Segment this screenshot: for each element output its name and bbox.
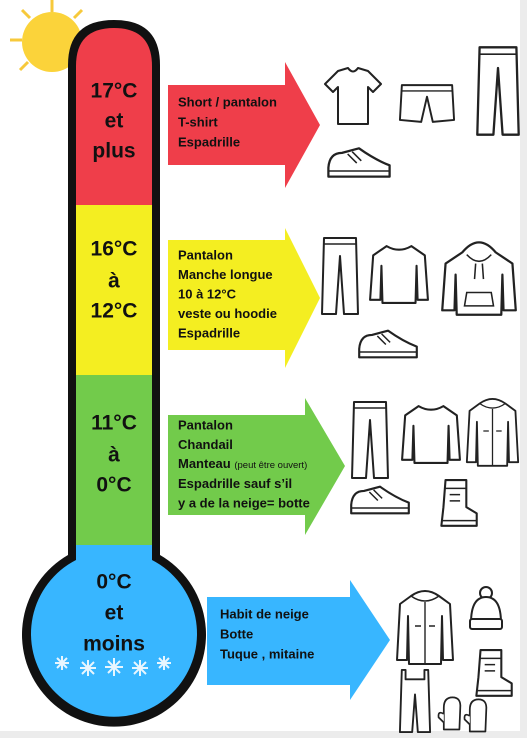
temperature-label: 0°C bbox=[96, 474, 131, 497]
temperature-label: plus bbox=[92, 140, 135, 163]
clothing-item-text: Manteau bbox=[178, 456, 231, 471]
clothing-item: T-shirt bbox=[178, 114, 218, 129]
clothing-item: Manteau (peut être ouvert) bbox=[178, 456, 307, 471]
clothing-item: Manche longue bbox=[178, 267, 273, 282]
clothing-item: y a de la neige= botte bbox=[178, 495, 310, 510]
temperature-label: 12°C bbox=[91, 300, 138, 323]
clothing-item: Espadrille bbox=[178, 134, 240, 149]
clothing-item: Pantalon bbox=[178, 417, 233, 432]
temperature-label: et bbox=[105, 110, 124, 133]
temperature-label: à bbox=[108, 270, 120, 293]
border bbox=[0, 731, 527, 738]
temperature-label: à bbox=[108, 444, 120, 467]
clothing-item-note: (peut être ouvert) bbox=[234, 460, 307, 471]
clothing-item: Habit de neige bbox=[220, 606, 309, 621]
clothing-item: Pantalon bbox=[178, 247, 233, 262]
temperature-label: 16°C bbox=[91, 238, 138, 261]
temperature-label: 11°C bbox=[91, 412, 137, 435]
page: 17°C et plus Short / pantalon T-shirt Espadri… bbox=[0, 0, 527, 738]
border bbox=[520, 0, 527, 738]
temperature-label: 0°C bbox=[96, 571, 131, 594]
clothing-item: Espadrille sauf s’il bbox=[178, 476, 292, 491]
clothing-item: Tuque , mitaine bbox=[220, 646, 314, 661]
temperature-label: et bbox=[105, 602, 124, 625]
clothing-item: Chandail bbox=[178, 437, 233, 452]
clothing-item: veste ou hoodie bbox=[178, 306, 277, 321]
temperature-label: moins bbox=[83, 633, 145, 656]
clothing-item: Botte bbox=[220, 626, 253, 641]
clothing-item: Short / pantalon bbox=[178, 94, 277, 109]
infographic: 17°C et plus Short / pantalon T-shirt Espadri… bbox=[0, 0, 527, 738]
clothing-item: Espadrille bbox=[178, 325, 240, 340]
temperature-label: 17°C bbox=[91, 80, 138, 103]
clothing-item: 10 à 12°C bbox=[178, 286, 237, 301]
